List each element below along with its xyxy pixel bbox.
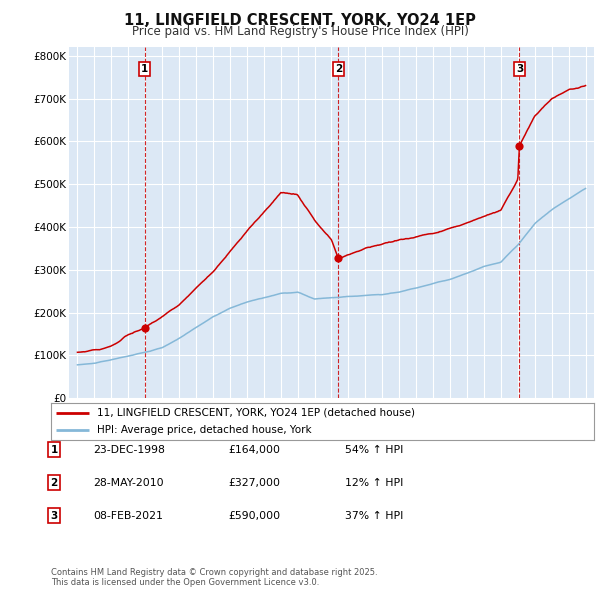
Text: 2: 2 [50, 478, 58, 487]
Text: HPI: Average price, detached house, York: HPI: Average price, detached house, York [97, 425, 312, 435]
Text: 1: 1 [141, 64, 148, 74]
Text: 11, LINGFIELD CRESCENT, YORK, YO24 1EP: 11, LINGFIELD CRESCENT, YORK, YO24 1EP [124, 13, 476, 28]
Text: 2: 2 [335, 64, 342, 74]
Point [140, 323, 149, 333]
Text: 12% ↑ HPI: 12% ↑ HPI [345, 478, 403, 487]
Text: 37% ↑ HPI: 37% ↑ HPI [345, 511, 403, 520]
Text: 3: 3 [50, 511, 58, 520]
Point [334, 254, 343, 263]
Text: £164,000: £164,000 [228, 445, 280, 454]
Text: 11, LINGFIELD CRESCENT, YORK, YO24 1EP (detached house): 11, LINGFIELD CRESCENT, YORK, YO24 1EP (… [97, 408, 415, 418]
Text: 54% ↑ HPI: 54% ↑ HPI [345, 445, 403, 454]
Text: 28-MAY-2010: 28-MAY-2010 [93, 478, 164, 487]
Text: 3: 3 [516, 64, 523, 74]
Text: 08-FEB-2021: 08-FEB-2021 [93, 511, 163, 520]
Text: £327,000: £327,000 [228, 478, 280, 487]
Text: Contains HM Land Registry data © Crown copyright and database right 2025.
This d: Contains HM Land Registry data © Crown c… [51, 568, 377, 587]
Text: £590,000: £590,000 [228, 511, 280, 520]
Point [515, 141, 524, 150]
Text: Price paid vs. HM Land Registry's House Price Index (HPI): Price paid vs. HM Land Registry's House … [131, 25, 469, 38]
Text: 1: 1 [50, 445, 58, 454]
Text: 23-DEC-1998: 23-DEC-1998 [93, 445, 165, 454]
